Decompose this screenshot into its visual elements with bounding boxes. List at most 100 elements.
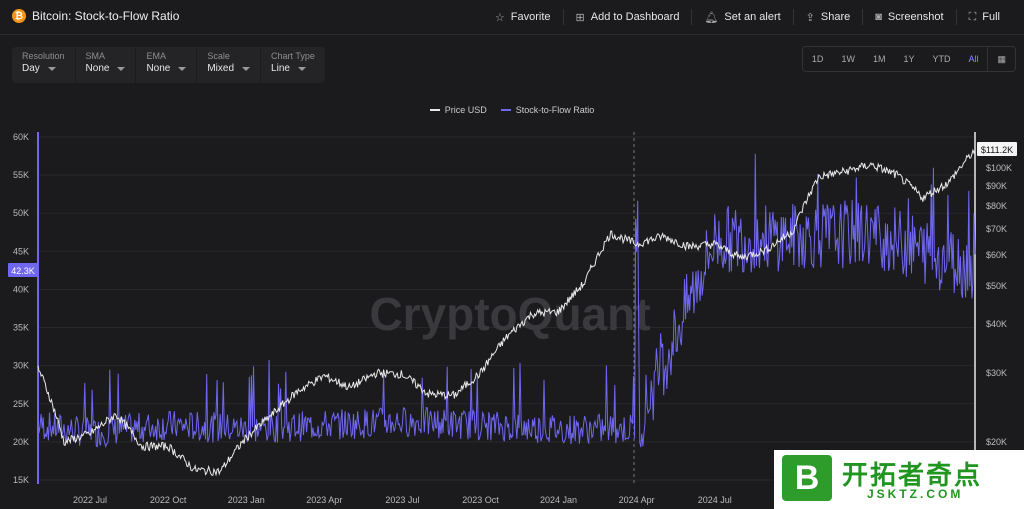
left-tick-label: 55K bbox=[13, 170, 29, 180]
star-icon: ☆ bbox=[494, 11, 505, 24]
chart-type-value: Line bbox=[271, 63, 290, 74]
scale-value: Mixed bbox=[207, 63, 235, 74]
ema-label: EMA bbox=[146, 51, 166, 61]
x-tick-label: 2024 Jul bbox=[698, 495, 732, 505]
current-price-value: $111.2K bbox=[981, 145, 1013, 155]
right-tick-label: $60K bbox=[986, 250, 1007, 260]
page-title-text: Bitcoin: Stock-to-Flow Ratio bbox=[32, 9, 180, 23]
screenshot-label: Screenshot bbox=[887, 11, 944, 23]
range-1y-button[interactable]: 1Y bbox=[903, 54, 915, 64]
scale-select[interactable]: Scale Mixed bbox=[197, 47, 262, 83]
left-tick-label: 50K bbox=[13, 208, 29, 218]
time-range-selector: 1D 1W 1M 1Y YTD All ▦ bbox=[801, 46, 1016, 72]
share-button[interactable]: ⇪ Share bbox=[792, 9, 863, 25]
bell-icon: 🔔︎ bbox=[704, 11, 719, 24]
left-tick-label: 20K bbox=[13, 437, 29, 447]
left-tick-label: 35K bbox=[13, 323, 29, 333]
fullscreen-button[interactable]: ⛶ Full bbox=[955, 9, 1012, 25]
left-tick-label: 25K bbox=[13, 399, 29, 409]
legend-item-s2f[interactable]: Stock-to-Flow Ratio bbox=[500, 105, 595, 115]
scale-label: Scale bbox=[207, 51, 230, 61]
x-tick-label: 2022 Oct bbox=[150, 495, 187, 505]
left-axis-ticks: 15K 20K 25K 30K 35K 40K 45K 50K 55K 60K bbox=[13, 132, 29, 485]
legend-item-price[interactable]: Price USD bbox=[429, 105, 487, 115]
site-logo: B 开拓者奇点 JSKTZ.COM bbox=[774, 450, 1024, 509]
range-1m-button[interactable]: 1M bbox=[872, 54, 886, 64]
right-tick-label: $20K bbox=[986, 437, 1007, 447]
ema-value: None bbox=[146, 63, 171, 74]
resolution-value: Day bbox=[22, 63, 40, 74]
logo-sub: JSKTZ.COM bbox=[867, 487, 964, 501]
x-tick-label: 2023 Apr bbox=[306, 495, 342, 505]
logo-name: 开拓者奇点 bbox=[842, 460, 983, 490]
chevron-down-icon bbox=[242, 66, 251, 71]
resolution-label: Resolution bbox=[22, 51, 65, 61]
dashboard-icon: ⊞ bbox=[575, 11, 585, 24]
right-tick-label: $40K bbox=[986, 319, 1007, 329]
screenshot-button[interactable]: ◙ Screenshot bbox=[862, 9, 955, 25]
calendar-icon[interactable]: ▦ bbox=[987, 47, 1015, 71]
current-s2f-value: 42.3K bbox=[11, 266, 35, 276]
range-all-button[interactable]: All bbox=[968, 54, 979, 64]
grid-lines bbox=[38, 136, 975, 481]
add-to-dashboard-label: Add to Dashboard bbox=[590, 11, 680, 23]
legend-label-s2f: Stock-to-Flow Ratio bbox=[515, 105, 595, 115]
fullscreen-icon: ⛶ bbox=[968, 10, 977, 23]
x-tick-label: 2023 Jan bbox=[228, 495, 265, 505]
right-tick-label: $30K bbox=[986, 368, 1007, 378]
logo-mark: B bbox=[782, 455, 832, 501]
share-label: Share bbox=[820, 11, 851, 23]
legend-swatch-price bbox=[429, 109, 440, 111]
favorite-label: Favorite bbox=[510, 11, 551, 23]
sma-value: None bbox=[85, 63, 110, 74]
right-tick-label: $50K bbox=[986, 281, 1007, 291]
ema-select[interactable]: EMA None bbox=[136, 47, 198, 83]
x-tick-label: 2023 Oct bbox=[462, 495, 499, 505]
x-tick-label: 2024 Jan bbox=[540, 495, 577, 505]
add-to-dashboard-button[interactable]: ⊞ Add to Dashboard bbox=[562, 9, 692, 25]
left-tick-label: 40K bbox=[13, 284, 29, 294]
x-tick-label: 2023 Jul bbox=[385, 495, 419, 505]
current-price-badge-bg bbox=[977, 142, 1017, 156]
resolution-select[interactable]: Resolution Day bbox=[12, 47, 76, 83]
chevron-down-icon bbox=[47, 66, 56, 71]
range-ytd-button[interactable]: YTD bbox=[932, 54, 951, 64]
header-actions: ☆ Favorite ⊞ Add to Dashboard 🔔︎ Set an ale… bbox=[483, 0, 1012, 34]
chart-legend: Price USD Stock-to-Flow Ratio bbox=[0, 105, 1024, 115]
range-1d-button[interactable]: 1D bbox=[811, 54, 824, 64]
chart-filters: Resolution Day SMA None EMA None Scale Mixed… bbox=[12, 47, 325, 83]
current-price-badge: $111.2K bbox=[977, 142, 1017, 156]
top-bar: ₿ Bitcoin: Stock-to-Flow Ratio ☆ Favorite… bbox=[0, 0, 1024, 35]
sma-select[interactable]: SMA None bbox=[76, 47, 137, 83]
watermark: CryptoQuant bbox=[369, 288, 650, 340]
x-axis-ticks: 2022 Jul 2022 Oct 2023 Jan 2023 Apr 2023 Jul… bbox=[73, 495, 803, 505]
sma-label: SMA bbox=[85, 51, 106, 61]
favorite-button[interactable]: ☆ Favorite bbox=[483, 9, 563, 25]
chart-type-select[interactable]: Chart Type Line bbox=[261, 47, 325, 83]
bitcoin-icon: ₿ bbox=[12, 9, 26, 23]
range-1w-button[interactable]: 1W bbox=[841, 54, 855, 64]
set-alert-button[interactable]: 🔔︎ Set an alert bbox=[691, 9, 792, 25]
right-tick-label: $90K bbox=[986, 181, 1007, 191]
x-tick-label: 2024 Apr bbox=[619, 495, 655, 505]
fullscreen-label: Full bbox=[982, 11, 1000, 23]
right-tick-label: $80K bbox=[986, 201, 1007, 211]
left-tick-label: 60K bbox=[13, 132, 29, 142]
right-axis-ticks: $20K $30K $40K $50K $60K $70K $80K $90K $100K bbox=[986, 163, 1012, 447]
current-s2f-badge-bg bbox=[8, 263, 38, 277]
chevron-down-icon bbox=[117, 66, 126, 71]
share-icon: ⇪ bbox=[805, 11, 815, 24]
chart-type-label: Chart Type bbox=[271, 51, 315, 61]
camera-icon: ◙ bbox=[875, 11, 882, 23]
right-tick-label: $100K bbox=[986, 163, 1012, 173]
x-tick-label: 2022 Jul bbox=[73, 495, 107, 505]
legend-label-price: Price USD bbox=[444, 105, 487, 115]
right-tick-label: $70K bbox=[986, 224, 1007, 234]
page-title: ₿ Bitcoin: Stock-to-Flow Ratio bbox=[12, 9, 179, 23]
series-line-stock-to-flow bbox=[37, 153, 976, 449]
chevron-down-icon bbox=[297, 66, 306, 71]
current-s2f-badge: 42.3K bbox=[8, 263, 38, 277]
set-alert-label: Set an alert bbox=[724, 11, 781, 23]
left-tick-label: 45K bbox=[13, 246, 29, 256]
